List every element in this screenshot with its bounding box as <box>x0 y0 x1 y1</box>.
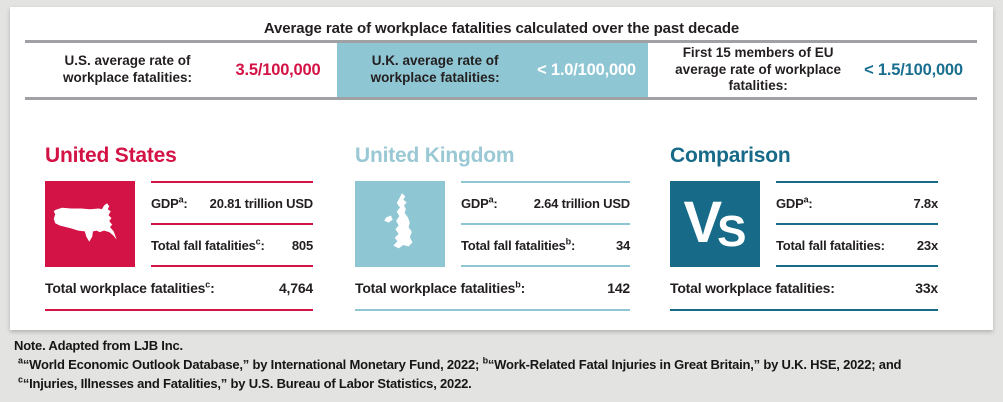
us-section: United States GDPa: 20.81 trillion USD T… <box>45 145 313 311</box>
us-stats: GDPa: 20.81 trillion USD Total fall fata… <box>151 181 313 267</box>
us-rate-value: 3.5/100,000 <box>235 60 321 79</box>
uk-gdp-value: 2.64 trillion USD <box>533 195 630 211</box>
comparison-stats: GDPa: 7.8x Total fall fatalities: 23x <box>776 181 938 267</box>
summary-cell-us: U.S. average rate of workplace fatalitie… <box>25 43 337 97</box>
infographic-panel: Average rate of workplace fatalities cal… <box>10 7 993 330</box>
uk-gdp-row: GDPa: 2.64 trillion USD <box>461 183 630 225</box>
comparison-gdp-row: GDPa: 7.8x <box>776 183 938 225</box>
comparison-section-heading: Comparison <box>670 144 791 167</box>
uk-total-workplace-value: 142 <box>607 280 630 296</box>
eu-rate-value: < 1.5/100,000 <box>864 60 963 79</box>
comparison-gdp-value: 7.8x <box>913 195 938 211</box>
us-section-heading: United States <box>45 144 177 167</box>
footnote-sources-line1: a“World Economic Outlook Database,” by I… <box>18 355 902 372</box>
comparison-fall-fatalities-row: Total fall fatalities: 23x <box>776 225 938 267</box>
summary-row: U.S. average rate of workplace fatalitie… <box>25 40 977 100</box>
us-fall-fatalities-row: Total fall fatalitiesc: 805 <box>151 225 313 267</box>
footnote-sources-line2: c“Injuries, Illnesses and Fatalities,” b… <box>18 374 472 391</box>
panel-title: Average rate of workplace fatalities cal… <box>263 20 740 37</box>
us-gdp-value: 20.81 trillion USD <box>209 195 314 211</box>
comparison-fall-fatalities-value: 23x <box>916 237 938 253</box>
comparison-total-workplace-value: 33x <box>915 280 938 296</box>
us-gdp-row: GDPa: 20.81 trillion USD <box>151 183 313 225</box>
uk-section: United Kingdom GDPa: 2.64 trillion USD T… <box>355 145 630 311</box>
us-rate-label: U.S. average rate of workplace fatalitie… <box>62 53 193 85</box>
us-fall-fatalities-value: 805 <box>291 237 313 253</box>
summary-cell-eu: First 15 members of EU average rate of w… <box>648 43 977 97</box>
comparison-total-workplace-row: Total workplace fatalities: 33x <box>670 280 938 311</box>
uk-rate-value: < 1.0/100,000 <box>537 60 636 79</box>
eu-rate-label: First 15 members of EU average rate of w… <box>675 44 842 94</box>
uk-stats: GDPa: 2.64 trillion USD Total fall fatal… <box>461 181 630 267</box>
footnote: Note. Adapted from LJB Inc. a“World Econ… <box>14 336 999 393</box>
uk-fall-fatalities-row: Total fall fatalitiesb: 34 <box>461 225 630 267</box>
uk-map-silhouette <box>384 193 413 249</box>
footnote-note: Note. Adapted from LJB Inc. <box>14 338 183 353</box>
us-total-workplace-row: Total workplace fatalitiesc: 4,764 <box>45 280 313 311</box>
us-map-icon <box>45 181 135 267</box>
uk-fall-fatalities-value: 34 <box>615 237 630 253</box>
uk-rate-label: U.K. average rate of workplace fatalitie… <box>370 53 500 85</box>
uk-section-heading: United Kingdom <box>355 144 515 167</box>
us-map-silhouette <box>53 203 117 242</box>
us-total-workplace-value: 4,764 <box>278 280 313 296</box>
summary-cell-uk: U.K. average rate of workplace fatalitie… <box>337 43 648 97</box>
uk-total-workplace-row: Total workplace fatalitiesb: 142 <box>355 280 630 311</box>
uk-map-icon <box>355 181 445 267</box>
